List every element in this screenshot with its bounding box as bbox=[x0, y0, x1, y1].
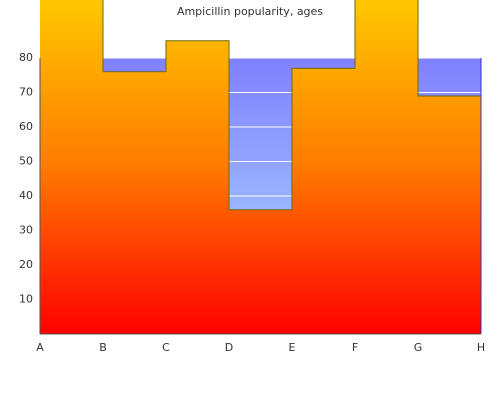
y-tick-label: 50 bbox=[19, 155, 33, 168]
step-area bbox=[418, 95, 481, 334]
x-tick-label: F bbox=[352, 341, 358, 354]
step-area bbox=[103, 71, 166, 335]
x-tick-label: H bbox=[477, 341, 485, 354]
step-area bbox=[229, 209, 292, 334]
y-tick-label: 40 bbox=[19, 189, 33, 202]
step-area bbox=[166, 40, 229, 334]
y-tick-label: 10 bbox=[19, 293, 33, 306]
step-outline bbox=[102, 0, 481, 211]
x-tick-label: G bbox=[414, 341, 423, 354]
y-tick-label: 20 bbox=[19, 258, 33, 271]
x-tick-label: E bbox=[289, 341, 296, 354]
x-tick-label: C bbox=[162, 341, 170, 354]
step-area bbox=[40, 0, 103, 334]
x-tick-label: D bbox=[225, 341, 233, 354]
x-tick-label: A bbox=[36, 341, 44, 354]
y-tick-label: 60 bbox=[19, 120, 33, 133]
y-tick-label: 80 bbox=[19, 51, 33, 64]
step-area bbox=[355, 0, 418, 334]
x-tick-label: B bbox=[99, 341, 107, 354]
y-tick-label: 70 bbox=[19, 86, 33, 99]
step-area bbox=[292, 68, 355, 334]
chart-title: Ampicillin popularity, ages bbox=[177, 5, 323, 18]
y-tick-label: 30 bbox=[19, 224, 33, 237]
